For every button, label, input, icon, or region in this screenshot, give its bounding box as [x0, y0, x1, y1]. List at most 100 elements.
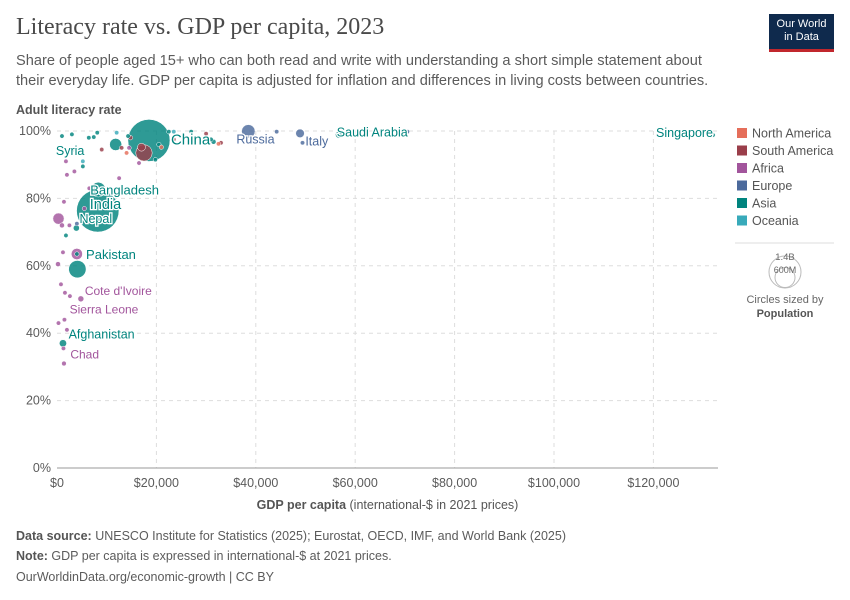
size-legend-circle-small	[774, 267, 796, 288]
data-point	[60, 249, 66, 255]
x-axis-label-bold: GDP per capita	[257, 498, 347, 512]
data-point	[63, 158, 69, 164]
y-tick-label: 100%	[19, 124, 51, 138]
data-point	[114, 130, 120, 136]
data-point	[56, 320, 61, 326]
chart-subtitle: Share of people aged 15+ who can both re…	[16, 53, 709, 89]
legend-swatch	[737, 145, 747, 156]
data-point	[67, 293, 73, 299]
data-source-label: Data source:	[16, 529, 92, 543]
point-label: Syria	[56, 144, 85, 158]
legend-label: Oceania	[752, 214, 799, 228]
size-legend-big-label: 1.4B	[775, 252, 795, 263]
data-point	[91, 134, 97, 140]
data-point	[59, 339, 67, 348]
data-point	[300, 140, 305, 146]
legend-label: Africa	[752, 162, 784, 176]
x-axis-label: GDP per capita (international-$ in 2021 …	[257, 498, 519, 512]
point-label: India	[90, 197, 122, 213]
data-point	[80, 163, 86, 169]
data-point	[63, 233, 69, 238]
point-label: Afghanistan	[69, 327, 135, 341]
x-tick-label: $60,000	[333, 476, 378, 490]
point-label: Pakistan	[86, 247, 136, 262]
legend-swatch	[737, 215, 747, 226]
data-point	[171, 136, 177, 142]
data-point	[69, 131, 75, 137]
data-point	[136, 160, 142, 166]
data-point	[61, 199, 67, 205]
legend-swatch	[737, 163, 747, 173]
data-points	[52, 119, 716, 367]
credit-link[interactable]: OurWorldinData.org/economic-growth | CC …	[16, 570, 274, 584]
data-point	[81, 206, 87, 211]
data-point	[59, 222, 65, 229]
point-label: Saudi Arabia	[337, 126, 408, 140]
size-legend-variable: Population	[757, 308, 814, 320]
y-axis-label: Adult literacy rate	[16, 103, 122, 117]
data-point	[74, 221, 80, 227]
data-point	[274, 129, 280, 135]
gridlines	[57, 130, 718, 468]
legend-label: Europe	[752, 179, 792, 193]
data-point	[59, 133, 65, 139]
legend-swatch	[737, 180, 747, 191]
owid-logo[interactable]: Our World in Data	[769, 14, 834, 52]
data-point	[295, 128, 305, 138]
data-point	[66, 222, 72, 228]
size-legend-small-label: 600M	[774, 265, 797, 275]
point-label: Bangladesh	[90, 183, 159, 198]
data-point	[124, 150, 130, 156]
y-tick-label: 20%	[26, 394, 51, 408]
x-axis-label-rest: (international-$ in 2021 prices)	[346, 498, 518, 512]
logo-line-2: in Data	[784, 31, 819, 43]
x-tick-label: $0	[50, 476, 64, 490]
x-tick-label: $100,000	[528, 476, 580, 490]
size-legend-caption: Circles sized by	[746, 294, 824, 306]
data-point	[77, 295, 85, 303]
legend-swatch	[737, 128, 747, 138]
data-point	[241, 124, 256, 139]
data-point	[109, 138, 122, 151]
point-label: Chad	[70, 348, 99, 362]
data-point	[203, 131, 209, 137]
data-point	[158, 144, 164, 150]
data-point	[119, 145, 125, 151]
x-tick-label: $20,000	[134, 476, 179, 490]
data-point	[94, 130, 100, 136]
point-label: Singapore	[656, 126, 713, 140]
point-label: Nepal	[79, 212, 112, 226]
y-tick-label: 0%	[33, 461, 51, 475]
data-point	[126, 145, 132, 151]
data-point	[61, 345, 66, 351]
scatter-chart: 0% 20% 40% 60% 80% 100% $0 $20,000 $40,000 $60,00…	[16, 103, 834, 512]
data-point	[710, 132, 716, 138]
y-tick-label: 60%	[26, 259, 51, 273]
data-point	[137, 142, 146, 152]
point-label: Italy	[305, 134, 329, 148]
data-point	[99, 147, 105, 152]
data-point	[86, 135, 92, 141]
data-point	[58, 281, 64, 287]
data-point	[208, 136, 214, 142]
point-label: Cote d'Ivoire	[85, 284, 152, 298]
data-point	[71, 168, 77, 174]
data-point	[166, 129, 172, 135]
data-source: Data source: UNESCO Institute for Statis…	[16, 529, 566, 543]
point-label: Sierra Leone	[70, 303, 139, 317]
data-point	[188, 129, 194, 135]
data-point	[74, 251, 80, 257]
note-label: Note:	[16, 549, 48, 563]
data-point	[61, 360, 67, 367]
data-source-text: UNESCO Institute for Statistics (2025); …	[91, 529, 566, 543]
data-point	[152, 157, 158, 163]
data-point	[64, 327, 70, 333]
data-point	[64, 172, 70, 178]
legend-swatch	[737, 198, 747, 208]
data-point	[404, 129, 410, 135]
data-point	[80, 158, 86, 164]
legend-label: North America	[752, 127, 831, 141]
point-label: China	[171, 131, 211, 148]
data-point	[62, 290, 68, 296]
